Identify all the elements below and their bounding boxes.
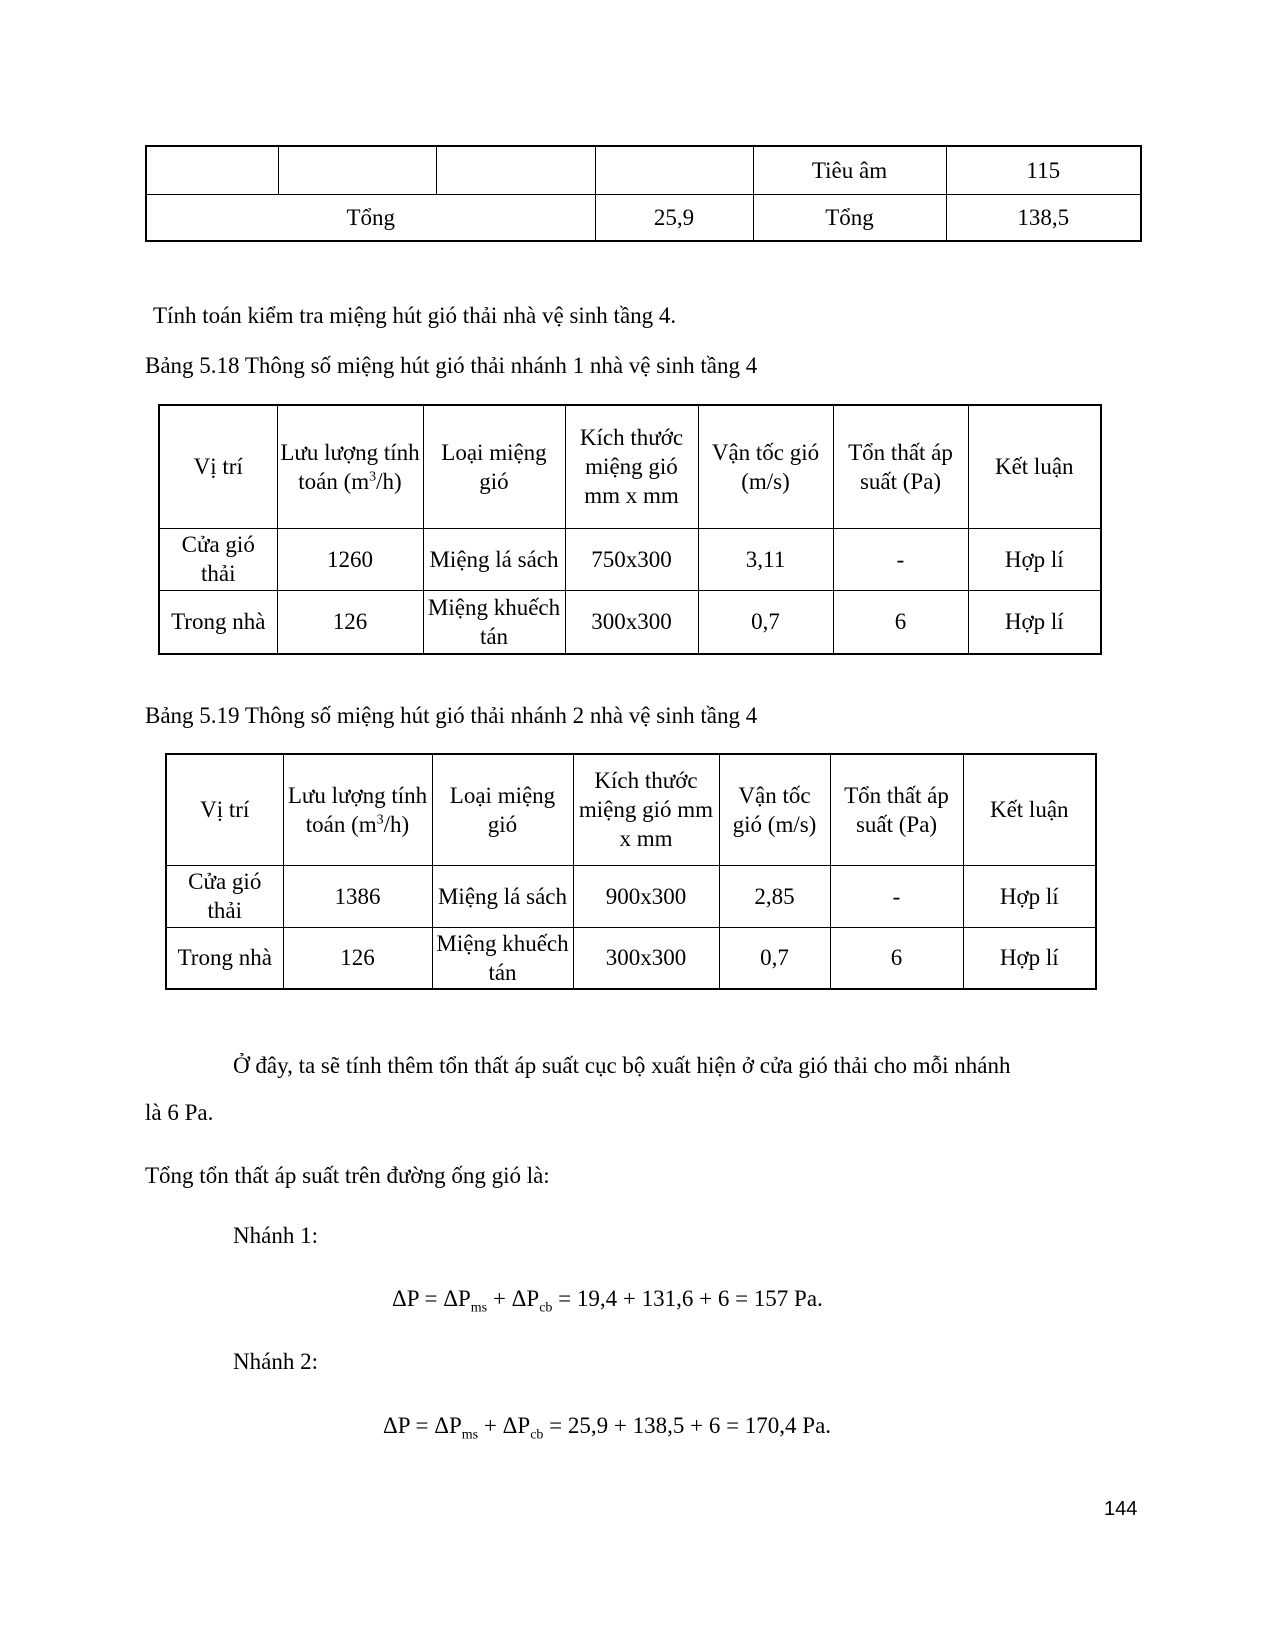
- cell: 138,5: [945, 193, 1142, 242]
- header-row: Vị trí Lưu lượng tính toán (m3/h) Loại m…: [165, 753, 1097, 866]
- table-row: Tiêu âm 115: [145, 145, 1142, 195]
- cell: Tổng: [145, 193, 596, 242]
- header-cell: Vị trí: [165, 753, 284, 866]
- table-row: Trong nhà 126 Miệng khuếch tán 300x300 0,7 6 H…: [165, 926, 1097, 990]
- cell: 126: [282, 926, 433, 990]
- subscript: ms: [461, 1427, 479, 1443]
- page-number: 144: [1104, 1498, 1138, 1520]
- cell: Tổng: [752, 193, 947, 242]
- top-table-continued: Tiêu âm 115 Tổng 25,9 Tổng 138,5: [145, 145, 1142, 242]
- cell: Hợp lí: [967, 589, 1102, 655]
- cell: Miệng lá sách: [431, 864, 574, 928]
- table-row: Trong nhà 126 Miệng khuếch tán 300x300 0,7 6 H…: [158, 589, 1102, 655]
- cell: Trong nhà: [158, 589, 278, 655]
- table2-caption: Bảng 5.19 Thông số miệng hút gió thải nh…: [145, 703, 758, 728]
- cell: 300x300: [564, 589, 699, 655]
- intro-text: Tính toán kiểm tra miệng hút gió thải nh…: [153, 303, 677, 328]
- header-text: /h): [376, 468, 402, 494]
- cell: 6: [832, 589, 969, 655]
- cell: Miệng khuếch tán: [422, 589, 566, 655]
- cell: 750x300: [564, 527, 699, 591]
- header-text: Lưu lượng tính toán (m: [280, 439, 420, 494]
- cell: [277, 145, 437, 195]
- table1-caption: Bảng 5.18 Thông số miệng hút gió thải nh…: [145, 353, 758, 378]
- cell: Tiêu âm: [752, 145, 947, 195]
- cell: 126: [276, 589, 424, 655]
- cell: [145, 145, 279, 195]
- header-cell: Loại miệng gió: [431, 753, 574, 866]
- table-row: Cửa gió thải 1386 Miệng lá sách 900x300 2,85…: [165, 864, 1097, 928]
- header-cell: Kết luận: [967, 404, 1102, 529]
- header-cell: Loại miệng gió: [422, 404, 566, 529]
- cell: [594, 145, 754, 195]
- formula-part: + ΔP: [487, 1286, 540, 1311]
- subscript: cb: [539, 1300, 553, 1316]
- cell: [435, 145, 596, 195]
- cell: -: [832, 527, 969, 591]
- paragraph: Tổng tổn thất áp suất trên đường ống gió…: [145, 1163, 550, 1188]
- header-cell: Kích thước miệng gió mm x mm: [564, 404, 699, 529]
- cell: Miệng lá sách: [422, 527, 566, 591]
- cell: 2,85: [718, 864, 831, 928]
- branch2-formula: ΔP = ΔPms + ΔPcb = 25,9 + 138,5 + 6 = 17…: [383, 1413, 832, 1442]
- header-text: Lưu lượng tính toán (m: [287, 782, 428, 837]
- header-cell: Vị trí: [158, 404, 278, 529]
- cell: 6: [829, 926, 964, 990]
- header-text: /h): [383, 811, 410, 837]
- paragraph-line: Ở đây, ta sẽ tính thêm tổn thất áp suất …: [233, 1053, 1011, 1078]
- cell: 0,7: [697, 589, 834, 655]
- formula-part: = 25,9 + 138,5 + 6 = 170,4 Pa.: [543, 1413, 832, 1438]
- table-5-18: Vị trí Lưu lượng tính toán (m3/h) Loại m…: [158, 404, 1102, 655]
- cell: -: [829, 864, 964, 928]
- branch1-formula: ΔP = ΔPms + ΔPcb = 19,4 + 131,6 + 6 = 15…: [392, 1286, 823, 1315]
- table-row-total: Tổng 25,9 Tổng 138,5: [145, 193, 1142, 242]
- branch2-label: Nhánh 2:: [233, 1349, 318, 1374]
- superscript: 3: [376, 812, 384, 828]
- formula-part: ΔP = ΔP: [383, 1413, 462, 1438]
- header-cell: Tổn thất áp suất (Pa): [832, 404, 969, 529]
- cell: Hợp lí: [962, 926, 1097, 990]
- cell: 900x300: [572, 864, 720, 928]
- header-cell: Kích thước miệng gió mm x mm: [572, 753, 720, 866]
- table-5-19: Vị trí Lưu lượng tính toán (m3/h) Loại m…: [165, 753, 1097, 990]
- cell: Trong nhà: [165, 926, 284, 990]
- header-cell: Tổn thất áp suất (Pa): [829, 753, 964, 866]
- cell: 0,7: [718, 926, 831, 990]
- header-cell: Vận tốc gió (m/s): [697, 404, 834, 529]
- subscript: ms: [470, 1300, 488, 1316]
- cell: Cửa gió thải: [158, 527, 278, 591]
- cell: 115: [945, 145, 1142, 195]
- header-cell: Lưu lượng tính toán (m3/h): [276, 404, 424, 529]
- cell: 3,11: [697, 527, 834, 591]
- header-cell: Vận tốc gió (m/s): [718, 753, 831, 866]
- cell: Cửa gió thải: [165, 864, 284, 928]
- cell: Hợp lí: [962, 864, 1097, 928]
- cell: 300x300: [572, 926, 720, 990]
- branch1-label: Nhánh 1:: [233, 1223, 318, 1248]
- formula-part: + ΔP: [478, 1413, 531, 1438]
- formula-part: ΔP = ΔP: [392, 1286, 471, 1311]
- table-row: Cửa gió thải 1260 Miệng lá sách 750x300 3,11…: [158, 527, 1102, 591]
- formula-part: = 19,4 + 131,6 + 6 = 157 Pa.: [552, 1286, 823, 1311]
- cell: Hợp lí: [967, 527, 1102, 591]
- superscript: 3: [369, 469, 377, 485]
- cell: Miệng khuếch tán: [431, 926, 574, 990]
- subscript: cb: [530, 1427, 544, 1443]
- cell: 25,9: [594, 193, 754, 242]
- header-cell: Kết luận: [962, 753, 1097, 866]
- cell: 1386: [282, 864, 433, 928]
- cell: 1260: [276, 527, 424, 591]
- paragraph-line: là 6 Pa.: [145, 1100, 214, 1125]
- header-row: Vị trí Lưu lượng tính toán (m3/h) Loại m…: [158, 404, 1102, 529]
- header-cell: Lưu lượng tính toán (m3/h): [282, 753, 433, 866]
